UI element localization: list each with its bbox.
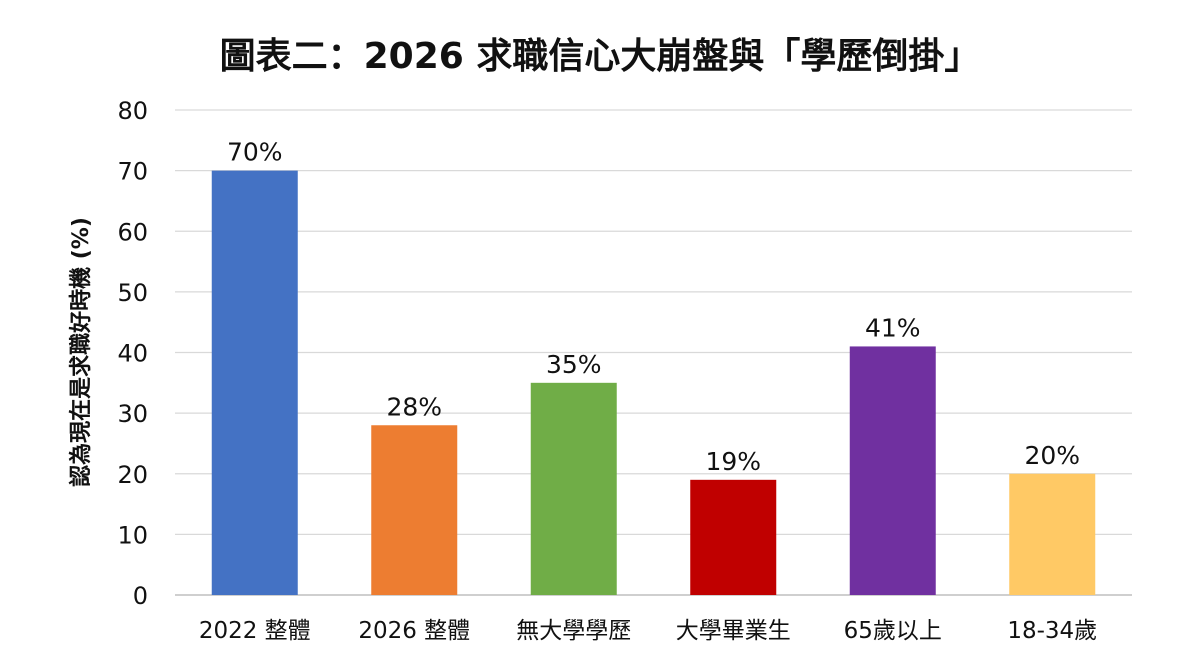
data-label: 70%	[227, 138, 283, 167]
y-tick-label: 10	[117, 521, 148, 549]
x-category-label: 2026 整體	[358, 618, 470, 644]
bar	[1009, 473, 1096, 595]
bars	[211, 170, 1096, 595]
x-axis-categories: 2022 整體 2026 整體 無大學學歷 大學畢業生 65歲以上 18-34歲	[199, 618, 1097, 644]
y-tick-label: 60	[117, 218, 148, 246]
bar	[530, 382, 617, 595]
y-tick-label: 0	[133, 582, 148, 610]
data-labels: 70% 28% 35% 19% 41% 20%	[227, 138, 1080, 476]
y-axis-label: 認為現在是求職好時機 (%)	[68, 217, 94, 487]
x-category-label: 無大學學歷	[516, 618, 631, 644]
data-label: 20%	[1024, 441, 1080, 470]
data-label: 41%	[865, 313, 921, 342]
bar	[690, 479, 777, 595]
gridlines	[175, 109, 1132, 596]
chart-title: 圖表二：2026 求職信心大崩盤與「學歷倒掛」	[220, 36, 981, 77]
bar	[371, 425, 458, 595]
data-label: 28%	[386, 392, 442, 421]
data-label: 19%	[705, 447, 761, 476]
bar	[849, 346, 936, 595]
data-label: 35%	[546, 350, 602, 379]
y-tick-label: 30	[117, 400, 148, 428]
x-category-label: 大學畢業生	[676, 618, 791, 644]
x-category-label: 65歲以上	[844, 618, 942, 644]
bar	[211, 170, 298, 595]
y-tick-label: 20	[117, 461, 148, 489]
y-tick-label: 40	[117, 340, 148, 368]
x-category-label: 2022 整體	[199, 618, 311, 644]
y-axis-ticks: 0 10 20 30 40 50 60 70 80	[117, 97, 148, 610]
x-category-label: 18-34歲	[1007, 618, 1097, 644]
y-tick-label: 80	[117, 97, 148, 125]
y-tick-label: 50	[117, 279, 148, 307]
y-tick-label: 70	[117, 158, 148, 186]
